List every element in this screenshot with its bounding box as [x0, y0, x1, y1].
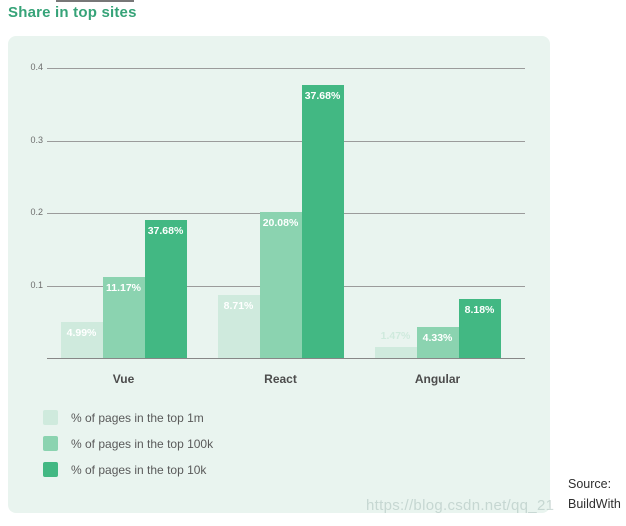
x-axis-line [47, 358, 525, 359]
bar-value-label: 37.68% [147, 225, 184, 237]
bar [144, 220, 187, 358]
bar-value-label: 4.99% [66, 327, 97, 339]
bar [301, 85, 344, 358]
bar [374, 347, 417, 358]
legend-swatch-icon [43, 462, 58, 477]
bar [458, 299, 501, 358]
legend-item: % of pages in the top 100k [43, 436, 213, 451]
page-title: Share in top sites [8, 4, 137, 21]
legend-label: % of pages in the top 10k [71, 462, 207, 477]
watermark: https://blog.csdn.net/qq_21 [366, 497, 555, 514]
bar [259, 212, 302, 358]
y-tick-label: 0.4 [30, 62, 43, 72]
category-label: Vue [112, 372, 135, 386]
category-label: React [264, 372, 297, 386]
gridline [47, 68, 525, 69]
chart-panel: % of pages in the top 1m % of pages in th… [8, 36, 550, 513]
legend-item: % of pages in the top 10k [43, 462, 213, 477]
y-tick-label: 0.3 [30, 134, 43, 145]
source-name: BuildWith [568, 497, 621, 511]
y-tick-label: 0.2 [30, 207, 43, 217]
bar [60, 322, 103, 358]
bar-value-label: 4.33% [422, 332, 453, 344]
source-block: Source: BuildWith [568, 474, 621, 514]
gridline [47, 140, 525, 142]
bar-value-label: 1.47% [380, 330, 411, 342]
legend-item: % of pages in the top 1m [43, 410, 213, 425]
legend-swatch-icon [43, 410, 58, 425]
bar-value-label: 20.08% [262, 217, 299, 229]
legend-swatch-icon [43, 436, 58, 451]
bar-value-label: 8.71% [223, 300, 254, 312]
bar-value-label: 8.18% [464, 304, 495, 316]
legend-label: % of pages in the top 100k [71, 436, 214, 451]
category-label: Angular [414, 372, 461, 386]
bar-value-label: 37.68% [304, 90, 341, 102]
legend: % of pages in the top 1m % of pages in th… [43, 410, 213, 477]
bar [217, 295, 260, 358]
y-tick-label: 0.1 [30, 279, 43, 290]
bar [416, 327, 459, 358]
source-label: Source: [568, 477, 612, 491]
cropped-text-artifact [56, 0, 134, 2]
bar-value-label: 11.17% [105, 282, 142, 294]
bar [102, 277, 145, 358]
legend-label: % of pages in the top 1m [71, 410, 204, 425]
